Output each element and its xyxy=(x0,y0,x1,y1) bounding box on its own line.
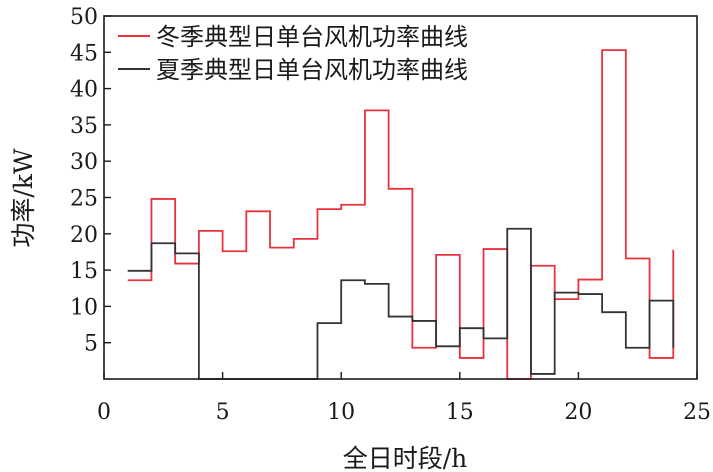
y-tick-label: 20 xyxy=(70,223,98,248)
y-tick-label: 10 xyxy=(70,295,98,320)
x-tick-label: 20 xyxy=(564,400,592,425)
y-tick-label: 5 xyxy=(84,332,98,357)
x-tick-label: 25 xyxy=(683,400,711,425)
ticks-layer: 0 5 10 15 20 25 5 10 15 20 25 30 35 40 45 50 xyxy=(70,5,711,425)
series-layer xyxy=(127,49,675,380)
legend-label-1: 冬季典型日单台风机功率曲线 xyxy=(156,23,468,51)
x-tick-label: 5 xyxy=(216,400,230,425)
y-tick-label: 35 xyxy=(70,114,98,139)
y-tick-label: 25 xyxy=(70,187,98,212)
series-line-1 xyxy=(127,49,675,380)
y-tick-label: 50 xyxy=(70,5,98,30)
y-axis-title: 功率/kW xyxy=(9,148,38,248)
x-axis-title: 全日时段/h xyxy=(343,444,468,472)
x-tick-label: 15 xyxy=(446,400,474,425)
y-tick-label: 45 xyxy=(70,41,98,66)
y-tick-label: 30 xyxy=(70,150,98,175)
y-tick-label: 40 xyxy=(70,78,98,103)
series-line-2 xyxy=(127,227,675,380)
x-tick-label: 10 xyxy=(327,400,355,425)
y-tick-label: 15 xyxy=(70,259,98,284)
x-tick-label: 0 xyxy=(97,400,111,425)
legend-label-2: 夏季典型日单台风机功率曲线 xyxy=(156,56,468,84)
